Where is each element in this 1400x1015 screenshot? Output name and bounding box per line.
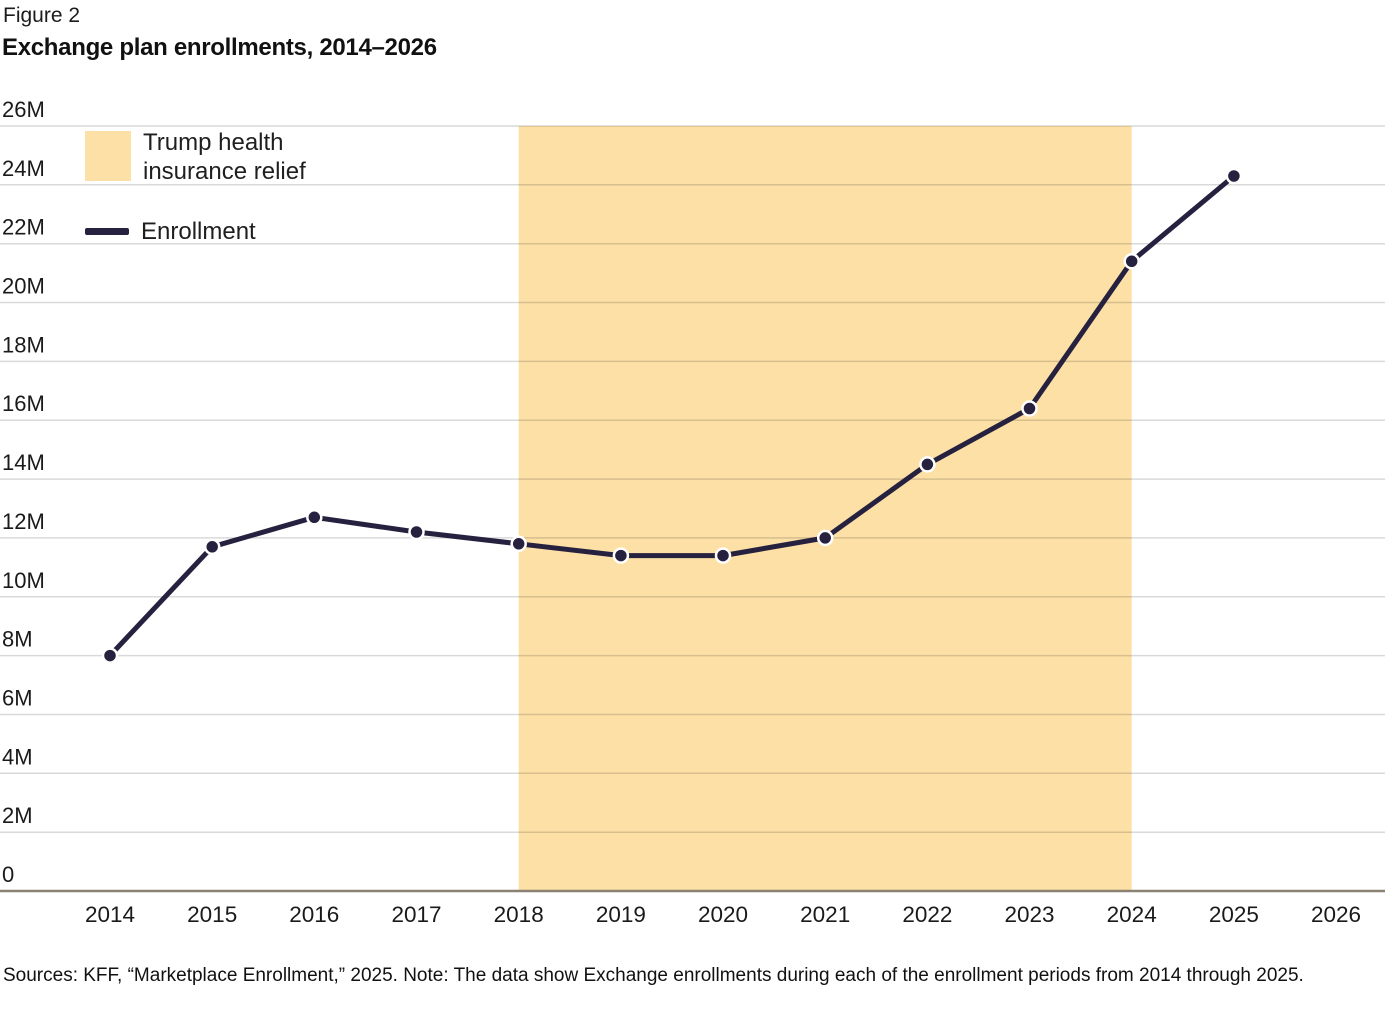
data-point-2017 bbox=[408, 523, 425, 541]
x-tick-label-2024: 2024 bbox=[1107, 902, 1157, 927]
y-tick-label-16M: 16M bbox=[2, 391, 45, 416]
x-tick-label-2025: 2025 bbox=[1209, 902, 1259, 927]
y-tick-label-8M: 8M bbox=[2, 627, 33, 652]
x-tick-label-2017: 2017 bbox=[391, 902, 441, 927]
legend-label-enrollment: Enrollment bbox=[141, 218, 256, 245]
y-tick-label-0: 0 bbox=[2, 862, 14, 887]
data-point-2014 bbox=[101, 647, 119, 664]
chart-legend: Trump health insurance relief Enrollment bbox=[85, 129, 405, 261]
data-point-2015 bbox=[203, 538, 221, 556]
y-tick-label-2M: 2M bbox=[2, 803, 33, 828]
x-tick-label-2015: 2015 bbox=[187, 902, 237, 927]
x-tick-label-2021: 2021 bbox=[800, 902, 850, 927]
data-point-2018 bbox=[510, 535, 527, 553]
legend-label-shaded-region: Trump health insurance relief bbox=[143, 129, 306, 185]
figure-label: Figure 2 bbox=[3, 4, 81, 27]
x-tick-label-2022: 2022 bbox=[902, 902, 952, 927]
data-point-2020 bbox=[714, 547, 732, 564]
x-tick-label-2020: 2020 bbox=[698, 902, 748, 927]
y-tick-label-22M: 22M bbox=[2, 215, 45, 240]
data-point-2022 bbox=[919, 456, 936, 473]
y-tick-label-4M: 4M bbox=[2, 744, 33, 769]
shaded-region-trump-relief bbox=[518, 126, 1132, 890]
x-tick-label-2026: 2026 bbox=[1311, 902, 1361, 927]
y-tick-label-6M: 6M bbox=[2, 686, 33, 711]
x-tick-label-2023: 2023 bbox=[1004, 902, 1054, 927]
data-point-2024 bbox=[1123, 253, 1140, 270]
y-tick-label-26M: 26M bbox=[2, 97, 45, 122]
y-tick-label-10M: 10M bbox=[2, 568, 45, 593]
legend-swatch-enrollment-line bbox=[85, 228, 129, 235]
legend-item-trump-relief: Trump health insurance relief bbox=[85, 129, 353, 186]
data-point-2019 bbox=[612, 547, 630, 564]
source-note: Sources: KFF, “Marketplace Enrollment,” … bbox=[3, 965, 1304, 986]
x-tick-label-2018: 2018 bbox=[494, 902, 544, 927]
data-point-2023 bbox=[1021, 400, 1038, 417]
data-point-2021 bbox=[816, 529, 834, 547]
y-tick-label-12M: 12M bbox=[2, 509, 45, 534]
enrollment-line bbox=[107, 173, 1237, 659]
y-tick-label-14M: 14M bbox=[2, 450, 45, 475]
figure-title: Exchange plan enrollments, 2014–2026 bbox=[2, 34, 437, 61]
y-tick-label-18M: 18M bbox=[2, 332, 45, 357]
x-tick-label-2016: 2016 bbox=[289, 902, 339, 927]
data-point-2025 bbox=[1225, 167, 1243, 185]
x-tick-label-2019: 2019 bbox=[596, 902, 646, 927]
y-tick-label-20M: 20M bbox=[2, 274, 45, 299]
legend-swatch-shaded-region bbox=[85, 131, 131, 181]
data-point-2016 bbox=[306, 509, 323, 526]
y-tick-label-24M: 24M bbox=[2, 156, 45, 181]
x-tick-label-2014: 2014 bbox=[85, 902, 135, 927]
legend-item-enrollment: Enrollment bbox=[85, 217, 401, 246]
